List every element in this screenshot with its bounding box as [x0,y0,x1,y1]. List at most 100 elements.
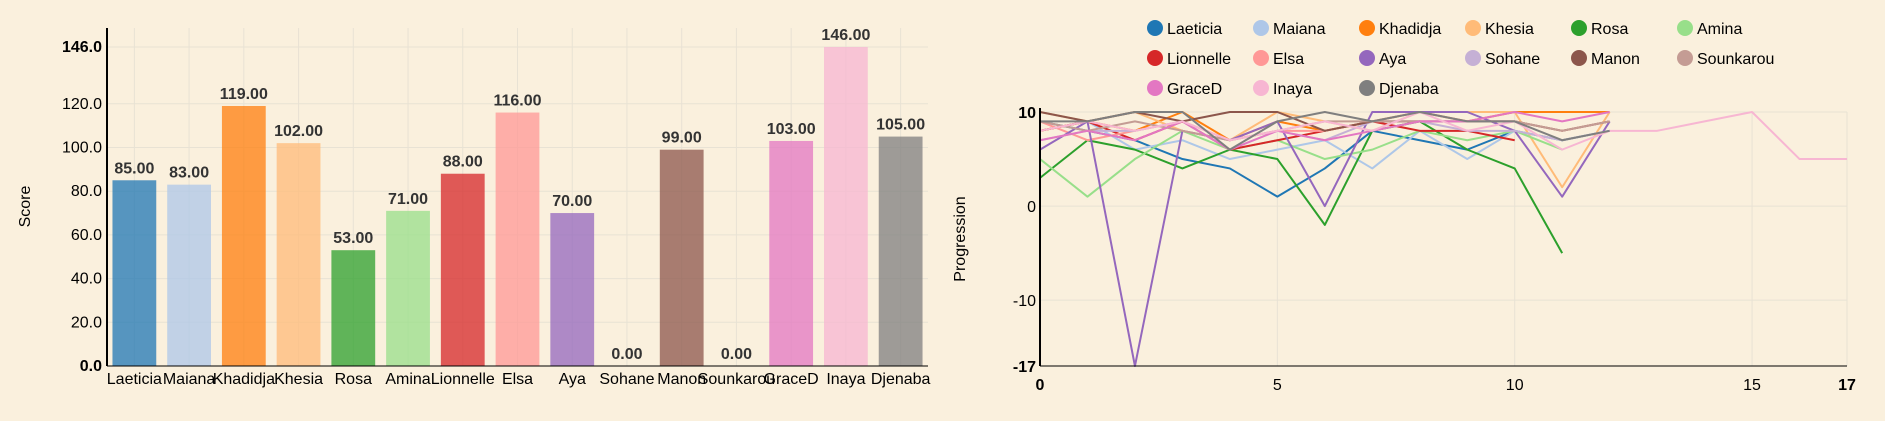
bar-value-label: 99.00 [662,130,702,147]
legend-label: Laeticia [1167,21,1222,38]
legend-item-lionnelle: Lionnelle [1147,50,1231,68]
legend-marker [1253,50,1269,66]
legend-marker [1253,80,1269,96]
legend-marker [1677,20,1693,36]
legend-marker [1147,20,1163,36]
y-tick-label: 146.0 [62,39,102,56]
legend-label: Inaya [1273,81,1312,98]
bar-value-label: 102.00 [274,123,323,140]
legend-item-sohane: Sohane [1465,50,1540,68]
x-tick-label: Elsa [502,371,533,388]
legend-item-manon: Manon [1571,50,1640,68]
y-axis-label: Progression [952,196,969,281]
legend-item-graced: GraceD [1147,80,1222,98]
series-line-graced [1039,111,1610,151]
bar-graced [769,140,814,366]
y-tick-label: 0 [1027,199,1036,216]
series-line-aya [1039,111,1611,367]
x-tick-label: Khadidja [213,371,275,388]
legend-label: Maiana [1273,21,1326,38]
legend-item-maiana: Maiana [1253,20,1326,38]
legend-marker [1677,50,1693,66]
bar-value-label: 70.00 [552,193,592,210]
x-tick-label: 0 [1036,377,1045,394]
series-line-djenaba [1040,111,1610,151]
bar-value-label: 71.00 [388,191,428,208]
bar-maiana [167,184,211,366]
legend-marker [1571,50,1587,66]
legend-item-amina: Amina [1677,20,1742,38]
legend-label: Khadidja [1379,21,1441,38]
legend-label: Manon [1591,51,1640,68]
y-tick-label: 120.0 [62,96,102,113]
bar-amina [386,210,430,366]
legend-marker [1359,50,1375,66]
legend-marker [1147,80,1163,96]
bar-value-label: 105.00 [876,117,925,134]
legend-marker [1465,20,1481,36]
legend-item-elsa: Elsa [1253,50,1304,68]
bar-khadidja [221,105,266,366]
x-tick-label: Amina [385,371,430,388]
legend-marker [1359,80,1375,96]
bar-djenaba [878,136,923,366]
legend-label: Amina [1697,21,1742,38]
legend-label: Aya [1379,51,1406,68]
bar-value-label: 119.00 [220,86,268,103]
bar-value-label: 0.00 [721,346,752,363]
x-tick-label: 17 [1838,377,1856,394]
bar-khesia [276,143,321,366]
bar-value-label: 53.00 [333,230,373,247]
x-tick-label: Lionnelle [431,371,495,388]
legend-item-khadidja: Khadidja [1359,20,1441,38]
bar-value-label: 88.00 [443,154,483,171]
legend-item-sounkarou: Sounkarou [1677,50,1774,68]
legend-item-laeticia: Laeticia [1147,20,1222,38]
legend-marker [1359,20,1375,36]
series-line-inaya [1039,111,1847,161]
legend-marker [1465,50,1481,66]
y-tick-label: 100.0 [62,140,102,157]
legend-item-rosa: Rosa [1571,20,1628,38]
x-tick-label: Manon [657,371,706,388]
legend-item-djenaba: Djenaba [1359,80,1439,98]
legend-item-aya: Aya [1359,50,1406,68]
bar-aya [550,213,595,366]
bar-value-label: 83.00 [169,165,209,182]
legend-marker [1253,20,1269,36]
bar-lionnelle [440,173,485,366]
x-tick-label: 5 [1273,377,1282,394]
legend-label: Sounkarou [1697,51,1774,68]
x-tick-label: Laeticia [107,371,162,388]
bar-value-label: 0.00 [611,346,642,363]
y-tick-label: 10 [1018,105,1036,122]
bar-inaya [824,47,868,366]
bar-rosa [331,250,376,366]
x-tick-label: GraceD [764,371,819,388]
x-tick-label: 15 [1743,377,1761,394]
legend-label: Djenaba [1379,81,1439,98]
y-tick-label: 40.0 [71,271,102,288]
bar-value-label: 85.00 [114,160,154,177]
bar-value-label: 146.00 [821,27,870,44]
legend-label: Khesia [1485,21,1534,38]
legend-marker [1571,20,1587,36]
bar-manon [659,149,704,366]
y-tick-label: 0.0 [80,358,102,375]
x-tick-label: Inaya [826,371,865,388]
legend-label: Lionnelle [1167,51,1231,68]
legend-label: Sohane [1485,51,1540,68]
series-line-amina [1039,129,1563,198]
legend-label: GraceD [1167,81,1222,98]
x-tick-label: Maiana [163,371,216,388]
bar-value-label: 116.00 [493,93,541,110]
bar-laeticia [112,180,157,366]
y-tick-label: -10 [1013,293,1036,310]
x-tick-label: Rosa [335,371,372,388]
bar-elsa [495,112,540,366]
bar-value-label: 103.00 [767,121,816,138]
x-tick-label: Sounkarou [698,371,775,388]
y-tick-label: 20.0 [71,314,102,331]
